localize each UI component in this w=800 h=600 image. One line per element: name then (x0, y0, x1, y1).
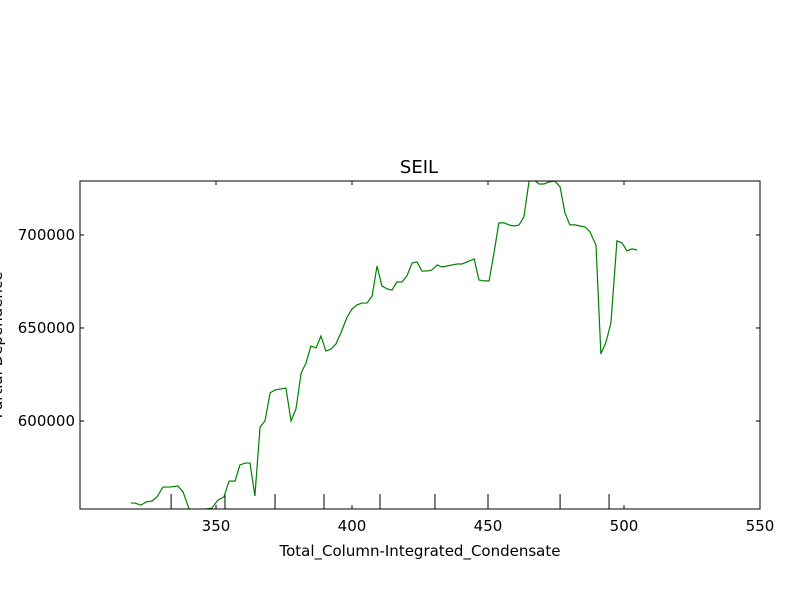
data-line (131, 181, 638, 509)
plot-area (131, 181, 638, 509)
y-tick-label: 600000 (18, 412, 75, 430)
y-tick-label: 650000 (18, 319, 75, 337)
x-tick-label: 350 (202, 517, 231, 535)
x-tick-label: 550 (746, 517, 775, 535)
x-tick-label: 400 (338, 517, 367, 535)
y-axis-label: Partial Dependence (0, 272, 6, 419)
x-axis-label: Total_Column-Integrated_Condensate (279, 542, 561, 561)
x-tick-label: 450 (474, 517, 503, 535)
chart-title: SEIL (400, 157, 438, 178)
plot-frame (79, 180, 761, 510)
x-tick-label: 500 (610, 517, 639, 535)
y-tick-label: 700000 (18, 226, 75, 244)
